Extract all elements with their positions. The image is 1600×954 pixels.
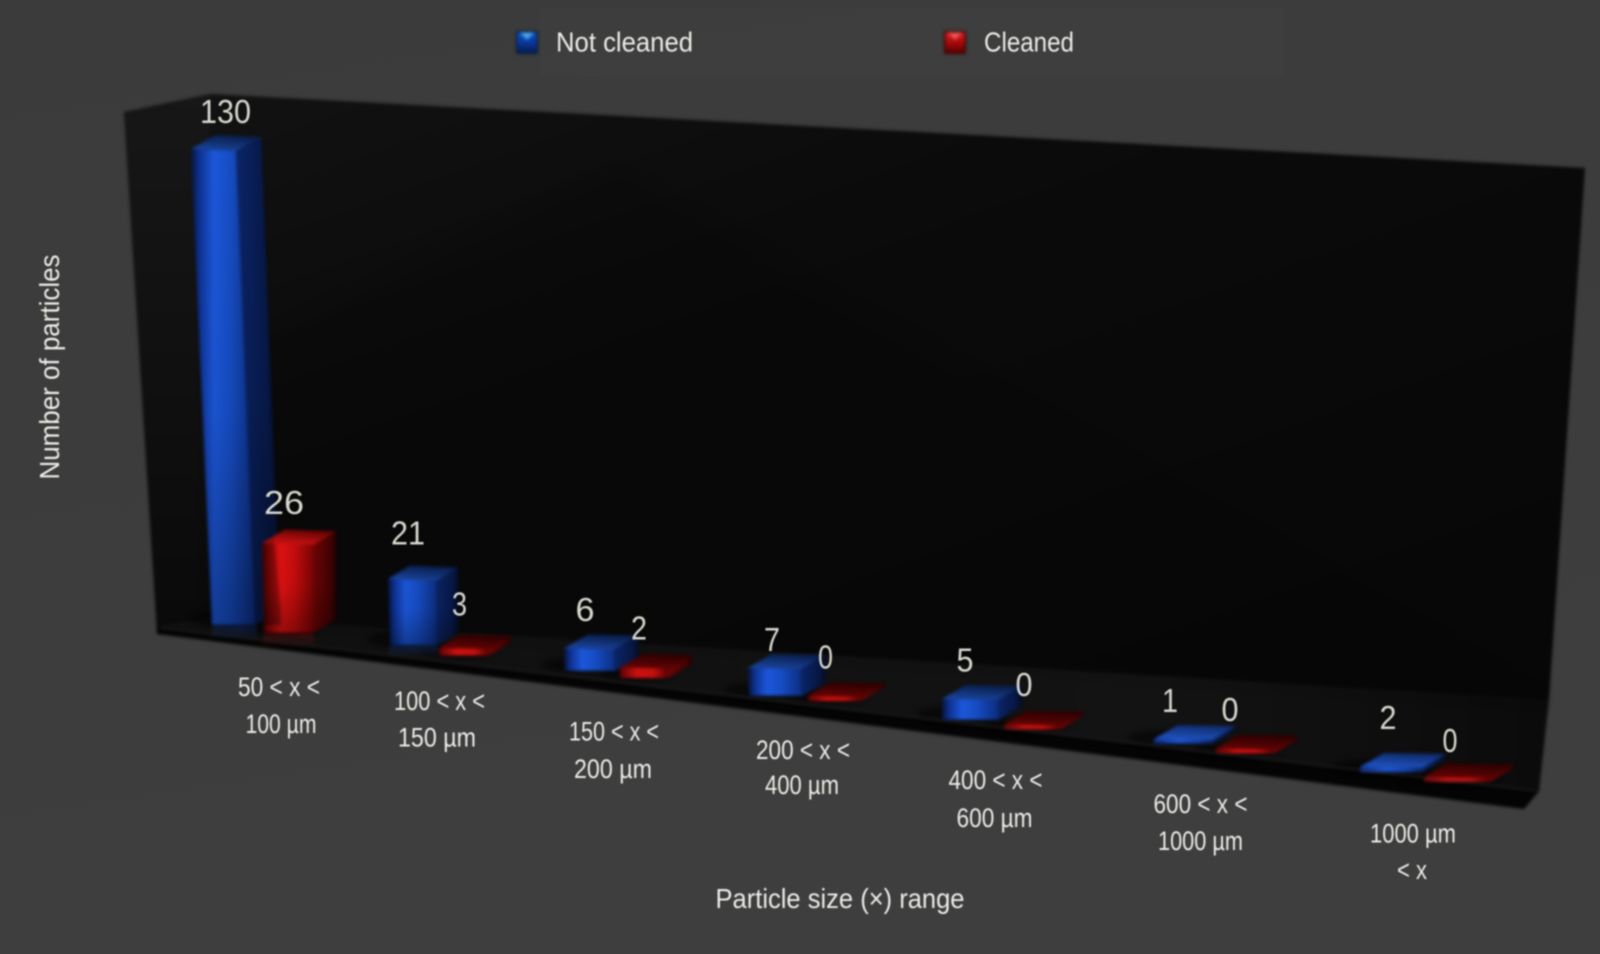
svg-text:1000 µm: 1000 µm <box>1158 826 1243 856</box>
svg-text:Number of particles: Number of particles <box>34 255 65 480</box>
svg-text:1000 µm: 1000 µm <box>1370 819 1456 849</box>
svg-text:1: 1 <box>1162 682 1178 719</box>
svg-text:400 < x <: 400 < x < <box>949 765 1043 795</box>
svg-text:0: 0 <box>1016 666 1033 703</box>
svg-text:2: 2 <box>631 610 647 647</box>
svg-text:100 < x <: 100 < x < <box>394 686 485 716</box>
svg-text:Cleaned: Cleaned <box>984 27 1074 58</box>
svg-text:21: 21 <box>391 515 425 552</box>
svg-text:100 µm: 100 µm <box>246 709 317 739</box>
svg-text:5: 5 <box>957 642 974 679</box>
svg-text:Not cleaned: Not cleaned <box>556 27 693 58</box>
svg-text:7: 7 <box>764 621 780 658</box>
svg-text:50 < x <: 50 < x < <box>238 672 320 702</box>
svg-text:150 µm: 150 µm <box>398 723 476 753</box>
svg-text:0: 0 <box>1443 722 1458 759</box>
svg-text:200 < x <: 200 < x < <box>756 735 850 765</box>
svg-text:3: 3 <box>452 586 467 623</box>
svg-text:6: 6 <box>576 591 595 628</box>
svg-text:26: 26 <box>264 484 304 521</box>
svg-text:400 µm: 400 µm <box>765 770 839 800</box>
svg-text:130: 130 <box>200 93 251 130</box>
svg-text:600 < x <: 600 < x < <box>1154 789 1248 819</box>
svg-text:150 < x <: 150 < x < <box>569 717 659 747</box>
svg-text:600 µm: 600 µm <box>957 803 1033 833</box>
svg-text:0: 0 <box>1222 691 1239 728</box>
svg-text:2: 2 <box>1380 699 1397 736</box>
svg-text:0: 0 <box>818 639 833 676</box>
svg-text:< x: < x <box>1397 855 1427 885</box>
svg-text:200 µm: 200 µm <box>574 754 652 784</box>
svg-text:Particle size (×) range: Particle size (×) range <box>716 883 965 914</box>
